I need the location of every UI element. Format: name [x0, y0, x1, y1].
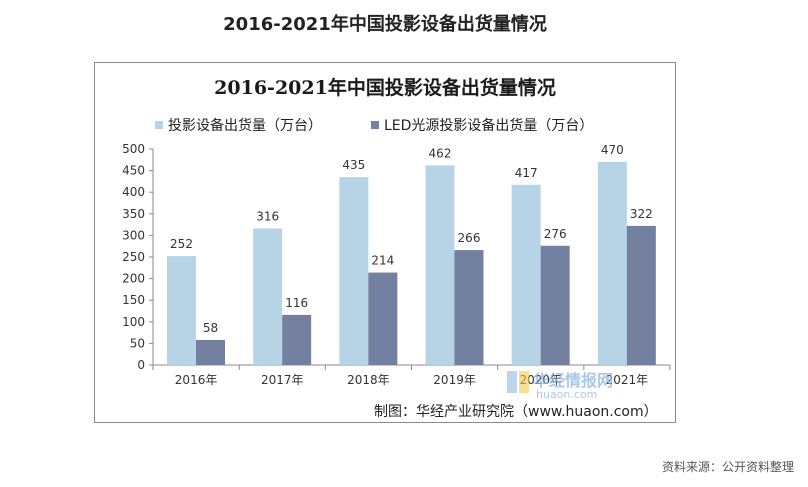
bar-series1: [425, 165, 455, 365]
legend-label-series1: 投影设备出货量（万台）: [168, 117, 322, 134]
value-label-series2: 276: [544, 227, 567, 241]
watermark-logo-block2: [519, 371, 529, 393]
y-tick-label: 50: [130, 336, 145, 350]
y-tick-label: 200: [122, 272, 145, 286]
watermark-domain: huaon.com: [536, 388, 597, 401]
legend: 投影设备出货量（万台） LED光源投影设备出货量（万台）: [155, 117, 593, 134]
value-label-series1: 470: [601, 143, 624, 157]
y-tick-label: 500: [122, 142, 145, 156]
value-labels: 252 316 435 462 417 470 58 116 214 266 276 322: [170, 143, 653, 335]
bar-series2: [540, 245, 570, 365]
legend-swatch-series2: [371, 121, 379, 129]
x-tick-label: 2019年: [433, 373, 476, 387]
value-label-series1: 417: [515, 166, 538, 180]
y-tick-label: 400: [122, 185, 145, 199]
legend-swatch-series1: [155, 121, 163, 129]
bar-series2: [196, 339, 225, 365]
bar-series2: [454, 250, 484, 365]
chart-frame: 2016-2021年中国投影设备出货量情况 投影设备出货量（万台） LED光源投…: [94, 62, 676, 423]
legend-label-series2: LED光源投影设备出货量（万台）: [384, 117, 593, 134]
y-tick-label: 100: [122, 315, 145, 329]
source-text: 资料来源：公开资料整理: [661, 460, 794, 474]
value-label-series2: 214: [371, 254, 394, 268]
y-tick-label: 0: [137, 358, 145, 372]
y-tick-label: 450: [122, 164, 145, 178]
x-tick-label: 2017年: [261, 373, 304, 387]
x-axis: 2016年 2017年 2018年 2019年 2020年 2021年: [152, 364, 671, 387]
chart-note: 制图：华经产业研究院（www.huaon.com）: [374, 404, 658, 420]
value-label-series2: 58: [203, 321, 218, 335]
y-tick-label: 350: [122, 207, 145, 221]
value-label-series1: 462: [429, 146, 452, 160]
bar-chart: 2016-2021年中国投影设备出货量情况 投影设备出货量（万台） LED光源投…: [122, 76, 671, 420]
x-tick-label: 2020年: [519, 373, 562, 387]
value-label-series1: 252: [170, 237, 193, 251]
y-axis: 0 50 100 150 200 250 300 350 400 450 500: [122, 142, 154, 372]
bar-series2: [626, 225, 656, 365]
bar-series2: [282, 314, 312, 365]
x-tick-label: 2018年: [347, 373, 390, 387]
value-label-series1: 435: [342, 158, 365, 172]
value-label-series1: 316: [256, 209, 279, 223]
y-tick-label: 150: [122, 293, 145, 307]
bar-series2: [368, 272, 398, 365]
value-label-series2: 116: [285, 296, 308, 310]
bar-series1: [597, 161, 627, 365]
y-tick-label: 250: [122, 250, 145, 264]
bar-series1: [339, 177, 369, 365]
bar-series1: [167, 256, 196, 365]
value-label-series2: 266: [458, 231, 481, 245]
chart-title: 2016-2021年中国投影设备出货量情况: [214, 76, 556, 99]
x-tick-label: 2021年: [606, 373, 649, 387]
watermark-name: 华经情报网: [533, 371, 613, 390]
x-tick-label: 2016年: [175, 373, 218, 387]
watermark-logo-block1: [507, 371, 517, 393]
bars: [167, 161, 656, 365]
bar-series1: [511, 184, 541, 365]
value-label-series2: 322: [630, 207, 653, 221]
bar-series1: [253, 228, 283, 365]
page-title: 2016-2021年中国投影设备出货量情况: [223, 14, 547, 35]
y-tick-label: 300: [122, 228, 145, 242]
watermark: 华经情报网 huaon.com: [507, 371, 613, 401]
